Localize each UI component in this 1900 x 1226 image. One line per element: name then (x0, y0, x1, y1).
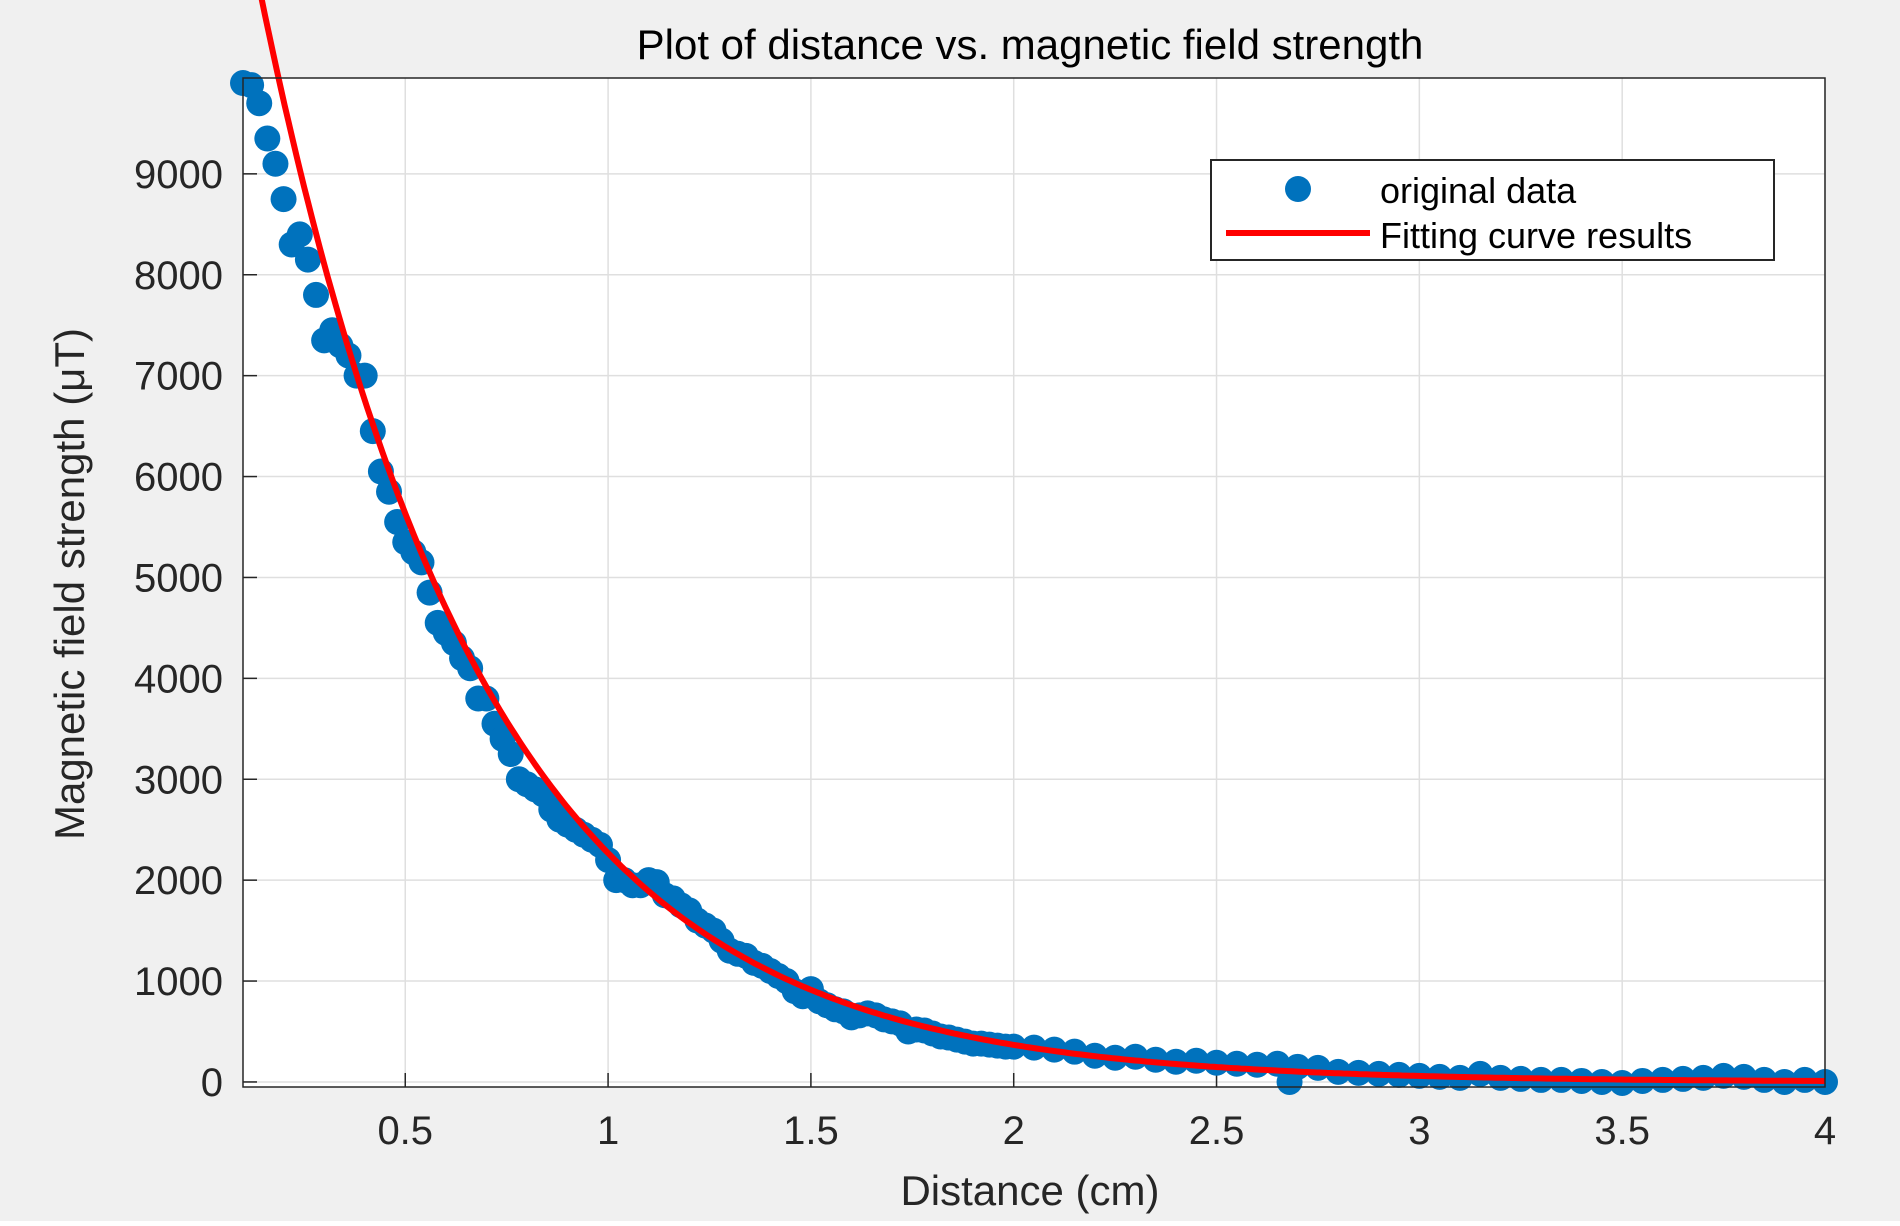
y-tick-label-7: 7000 (134, 355, 223, 399)
data-point-4 (262, 150, 289, 177)
x-tick-label-3: 2 (1003, 1109, 1025, 1153)
data-point-3 (254, 125, 281, 152)
chart-title: Plot of distance vs. magnetic field stre… (637, 21, 1424, 68)
legend: original data Fitting curve results (1210, 159, 1775, 261)
y-tick-label-3: 3000 (134, 758, 223, 802)
y-tick-labels: 0 1000 2000 3000 4000 5000 6000 7000 8000 9000 (134, 153, 223, 1105)
axes-frame (242, 77, 1826, 1088)
x-tick-label-6: 3.5 (1594, 1109, 1650, 1153)
data-point-7 (286, 221, 313, 248)
x-tick-labels: 0.5 1 1.5 2 2.5 3 3.5 4 (377, 1109, 1836, 1153)
data-point-33 (497, 741, 524, 768)
legend-marker-original-data (1285, 176, 1311, 202)
y-tick-label-6: 6000 (134, 456, 223, 500)
data-point-45 (595, 846, 622, 873)
x-tick-label-1: 1 (597, 1109, 619, 1153)
legend-box (1210, 159, 1775, 261)
y-tick-label-2: 2000 (134, 859, 223, 903)
fitting-curve-line (258, 0, 1825, 1084)
x-tick-label-5: 3 (1408, 1109, 1430, 1153)
data-point-30 (473, 685, 500, 712)
y-tick-label-4: 4000 (134, 657, 223, 701)
y-tick-label-1: 1000 (134, 960, 223, 1004)
y-tick-label-8: 8000 (134, 254, 223, 298)
data-point-9 (303, 281, 330, 308)
y-tick-label-0: 0 (201, 1061, 223, 1105)
x-tick-label-7: 4 (1814, 1109, 1836, 1153)
y-tick-label-5: 5000 (134, 556, 223, 600)
legend-label-fitting-curve: Fitting curve results (1380, 215, 1692, 256)
x-tick-label-4: 2.5 (1189, 1109, 1245, 1153)
x-axis-label: Distance (cm) (900, 1167, 1159, 1214)
data-point-8 (294, 246, 321, 273)
data-point-5 (270, 186, 297, 213)
x-tick-label-2: 1.5 (783, 1109, 839, 1153)
x-tick-label-0: 0.5 (377, 1109, 433, 1153)
data-point-2 (246, 90, 273, 117)
legend-label-original-data: original data (1380, 170, 1577, 211)
y-axis-label: Magnetic field strength (μT) (46, 328, 93, 840)
y-tick-label-9: 9000 (134, 153, 223, 197)
